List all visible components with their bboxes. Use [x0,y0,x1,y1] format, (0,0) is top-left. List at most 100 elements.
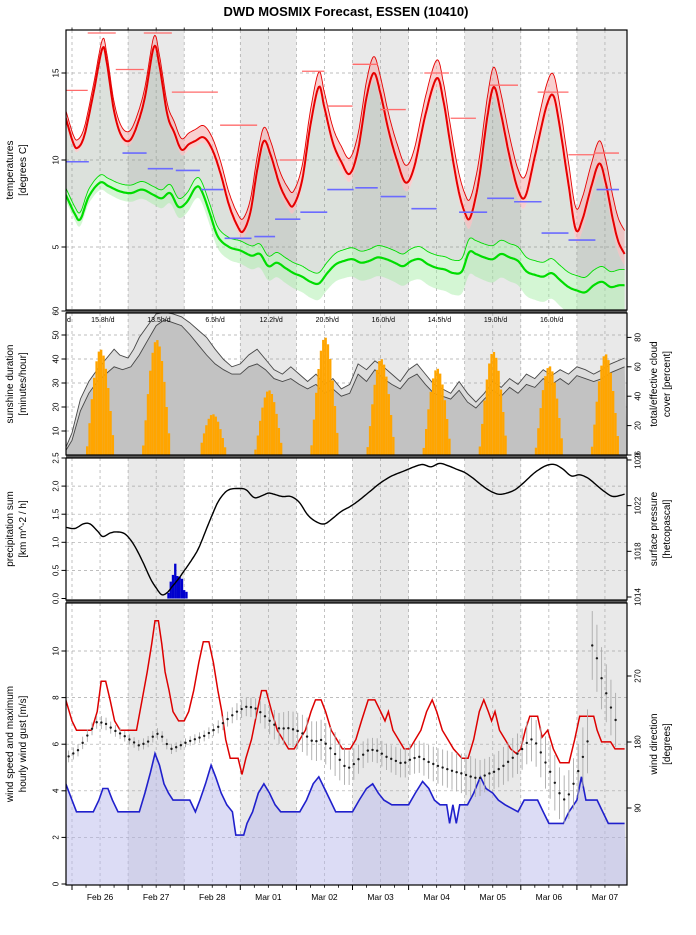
wind-direction-dot [128,738,131,741]
cloud-axis-label-line2: cover [percent] [662,351,673,417]
pressure-axis-label-line2: [hetcopascal] [662,499,673,558]
wind-direction-dot [600,677,603,680]
sunshine-bar [597,381,601,455]
wind-direction-dot [310,739,313,742]
wind-direction-dot [132,741,136,744]
left-tick-label: 40 [52,354,61,363]
sunshine-bar [259,420,262,455]
sunshine-bar [268,390,271,455]
right-tick-label: 270 [634,669,643,683]
sunshine-bar [256,435,260,455]
sunshine-bar [165,407,168,455]
wind-direction-dot [492,770,496,774]
left-tick-label: 2.5 [52,452,61,464]
wind-direction-dot [446,767,449,771]
wind-direction-dot [609,706,613,709]
sunshine-bar [331,380,334,455]
daily-sunshine-label: 19.0h/d [484,317,507,324]
dewpoint-uncertainty-band [66,174,625,310]
date-label: Mar 03 [367,892,394,902]
temperature-panel [66,32,626,310]
sunshine-axis-label-line1: sunshine duration [5,345,16,424]
wind-direction-dot [614,718,617,722]
sunshine-bar [273,402,276,455]
wind-direction-dot [572,782,575,786]
wind-direction-dot [221,721,225,725]
wind-direction-dot [591,644,594,647]
sunshine-cloud-panel: 15.8h/d 13.5h/d 6.5h/d 12.2h/d 20.5h/d 16.0h/… [66,313,627,455]
sunshine-bar [261,407,264,455]
wind-panel [66,611,627,885]
sunshine-bar [553,382,556,455]
sunshine-bar [485,379,489,455]
panel-border [65,457,628,601]
sunshine-bar [478,446,482,455]
wind-direction-dot [109,726,112,729]
sunshine-bar [495,357,498,455]
sunshine-bar [548,366,552,455]
wind-direction-dot [399,761,402,765]
sunshine-bar [382,364,386,455]
sunshine-bar [446,419,449,455]
sunshine-bar [151,352,154,455]
wind-direction-dot [394,759,398,763]
right-tick-label: 1026 [634,451,643,469]
left-tick-label: 20 [52,402,61,411]
right-tick-label: 60 [634,362,643,371]
right-tick-label: 1022 [634,496,643,514]
wind-speed-line [66,750,625,836]
sunshine-bar [88,423,91,455]
sunshine-bar [167,433,171,455]
wind-direction-dot [240,707,243,711]
sunshine-bar [149,370,152,455]
sunshine-bar [483,400,486,455]
sunshine-bar [90,399,94,455]
wind-direction-dot [315,739,318,743]
precipitation-bar [167,592,170,599]
wind-direction-dot [380,752,384,755]
day-band [576,458,627,600]
sunshine-bar [481,423,484,455]
wind-direction-dot [511,756,514,760]
wind-direction-dot [385,755,388,759]
wind-direction-dot [488,772,491,775]
day-band [352,458,409,600]
date-label: Feb 26 [87,892,114,902]
wind-direction-dot [95,721,98,724]
daily-sunshine-label: 20.5h/d [316,317,339,324]
wind-direction-dot [553,781,557,784]
wind-direction-dot [151,735,154,738]
wind-direction-dot [193,738,197,741]
left-tick-label: 0.0 [52,592,61,604]
sunshine-bar [436,368,440,455]
wind-direction-dot [516,752,519,755]
temperature-upper-line [66,34,625,231]
sunshine-bar [425,429,428,455]
sunshine-bar [387,394,390,455]
date-label: Mar 04 [423,892,450,902]
wind-direction-dot [404,761,407,764]
sunshine-bar [326,344,330,455]
wind-direction-dot [263,715,267,718]
sunshine-bar [371,404,374,455]
sunshine-bar [600,365,603,455]
sunshine-bar [324,337,327,455]
wind-direction-dot [478,776,482,780]
right-tick-label: 180 [634,735,643,749]
sunshine-bar [97,351,101,455]
wind-direction-dot [422,757,426,761]
dewpoint-line [66,181,625,294]
wind-direction-dot [296,729,299,733]
precipitation-bar [180,578,184,599]
sunshine-bar [590,446,594,455]
date-label: Feb 28 [199,892,226,902]
sunshine-bar [200,442,203,455]
right-tick-label: 20 [634,421,643,430]
sunshine-bar [448,438,451,455]
wind-direction-dot [90,727,94,730]
wind-direction-dot [474,776,477,779]
left-tick-label: 1.5 [52,508,61,520]
sunshine-bar [86,446,89,455]
wind-direction-dot [436,764,440,768]
